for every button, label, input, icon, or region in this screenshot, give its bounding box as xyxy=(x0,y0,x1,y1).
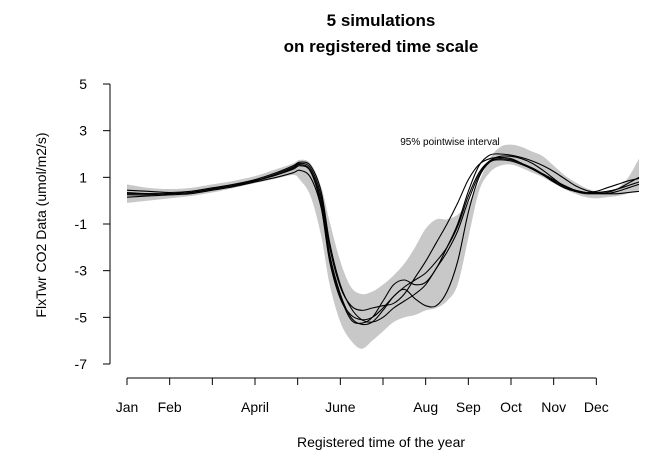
confidence-band xyxy=(127,144,639,349)
chart-subtitle: on registered time scale xyxy=(284,37,479,56)
simulation-line-2 xyxy=(126,158,640,321)
series-layer xyxy=(126,153,640,326)
simulation-line-5 xyxy=(126,153,640,324)
simulation-line-1 xyxy=(126,156,640,311)
x-tick-label: Dec xyxy=(584,399,609,415)
chart-title: 5 simulations xyxy=(327,11,436,30)
band-annotation: 95% pointwise interval xyxy=(400,137,500,148)
x-axis: Jan Feb April June Aug Sep Oct Nov Dec xyxy=(116,377,609,415)
confidence-band-layer xyxy=(127,144,639,349)
y-tick-label: 3 xyxy=(79,123,87,139)
x-tick-label: June xyxy=(325,399,356,415)
y-tick-label: -7 xyxy=(75,356,88,372)
y-tick-label: -5 xyxy=(75,309,88,325)
y-tick-label: 1 xyxy=(79,169,87,185)
y-tick-label: -1 xyxy=(75,216,88,232)
x-tick-label: Nov xyxy=(541,399,566,415)
y-tick-label: -3 xyxy=(75,263,88,279)
x-tick-label: April xyxy=(241,399,269,415)
x-axis-label: Registered time of the year xyxy=(297,434,465,450)
x-tick-label: Sep xyxy=(456,399,481,415)
x-tick-label: Aug xyxy=(413,399,438,415)
x-tick-label: Feb xyxy=(158,399,182,415)
y-axis-label: FlxTwr CO2 Data (umol/m2/s) xyxy=(33,132,49,317)
y-axis: 5 3 1 -1 -3 -5 -7 xyxy=(75,76,111,372)
y-tick-label: 5 xyxy=(79,76,87,92)
x-tick-label: Oct xyxy=(500,399,522,415)
x-tick-label: Jan xyxy=(116,399,139,415)
